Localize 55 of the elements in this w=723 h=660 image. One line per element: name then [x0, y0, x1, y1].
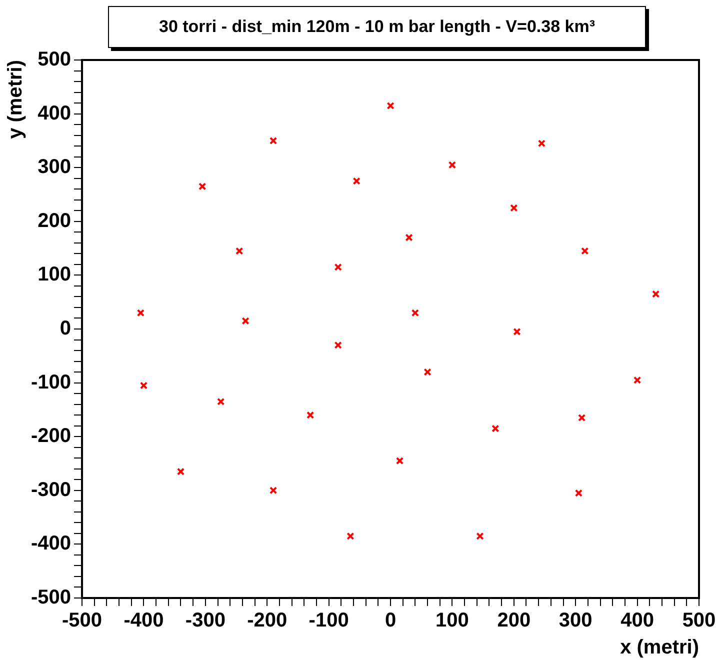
y-tick-label: 400: [38, 102, 72, 124]
point: [578, 414, 586, 422]
point: [424, 368, 432, 376]
point: [176, 468, 185, 476]
point: [405, 234, 413, 242]
x-tick-label: -100: [308, 610, 349, 632]
y-tick-label: 200: [38, 210, 72, 232]
x-tick-label: -400: [124, 610, 164, 632]
point: [269, 136, 278, 145]
point: [334, 263, 342, 271]
point: [581, 247, 589, 255]
point: [633, 376, 642, 384]
x-tick-label: 500: [682, 610, 716, 632]
point: [513, 328, 521, 336]
point: [448, 161, 456, 169]
x-tick-label: 400: [620, 610, 654, 632]
point: [510, 204, 518, 212]
y-axis-title: y (metri): [4, 60, 27, 139]
x-tick-label: 200: [497, 610, 531, 632]
point: [346, 532, 354, 540]
point: [538, 140, 546, 148]
point: [198, 182, 206, 190]
x-axis-title: x (metri): [620, 636, 699, 659]
y-tick-label: -300: [31, 478, 72, 501]
y-tick-label: 300: [38, 156, 72, 178]
y-tick-label: -400: [31, 532, 72, 555]
point: [492, 424, 500, 432]
point: [652, 290, 660, 298]
x-tick-label: -200: [247, 610, 288, 632]
x-tick-label: -500: [62, 610, 102, 632]
y-tick-label: 100: [38, 264, 72, 286]
point: [352, 177, 360, 185]
chart-title: 30 torri - dist_min 120m - 10 m bar length - V=0.38 km³: [108, 6, 646, 48]
point: [140, 382, 148, 390]
y-tick-label: -500: [31, 586, 72, 609]
point: [136, 309, 144, 317]
x-tick-label: -300: [185, 610, 226, 632]
point: [236, 247, 244, 255]
point: [396, 456, 404, 465]
y-tick-label: -200: [31, 425, 72, 448]
x-tick-label: 300: [558, 610, 592, 632]
point: [242, 317, 250, 325]
y-tick-label: 0: [60, 318, 72, 340]
point: [269, 486, 278, 494]
point: [411, 309, 420, 317]
point: [574, 489, 583, 497]
point: [334, 341, 342, 349]
point: [306, 411, 314, 419]
x-tick-label: 0: [384, 610, 396, 632]
x-tick-label: 100: [436, 610, 469, 632]
y-tick-label: -100: [31, 371, 72, 394]
point: [476, 532, 484, 540]
y-tick-label: 500: [38, 48, 72, 71]
point: [217, 398, 225, 406]
point: [386, 102, 394, 110]
